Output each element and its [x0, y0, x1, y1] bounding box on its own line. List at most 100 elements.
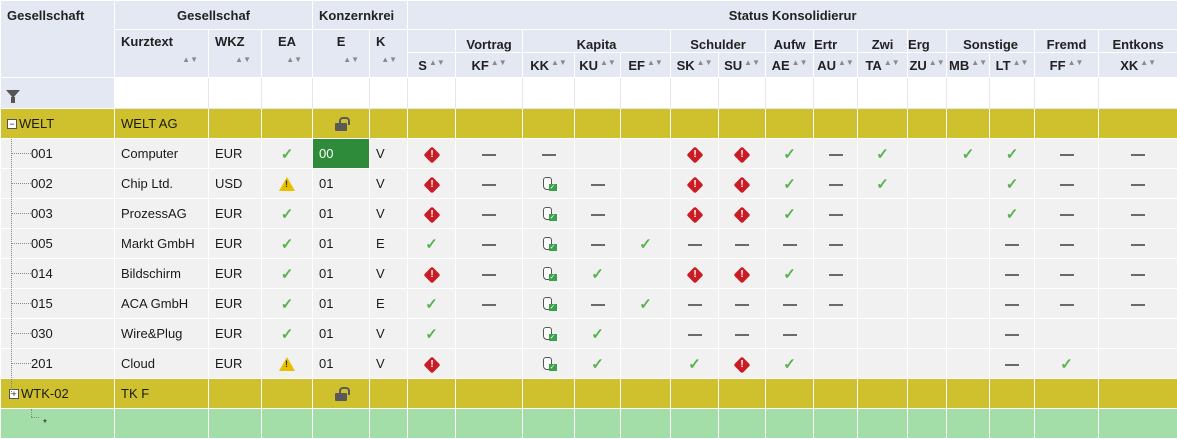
ea-cell[interactable]: [262, 169, 313, 199]
kurztext-cell[interactable]: Wire&Plug: [115, 319, 209, 349]
status-cell-kf[interactable]: [456, 139, 523, 169]
status-cell-ae[interactable]: ✓: [766, 199, 814, 229]
e-cell[interactable]: 00: [313, 139, 370, 169]
status-cell-ef[interactable]: [621, 349, 671, 379]
k-cell[interactable]: E: [370, 289, 408, 319]
lock-open-icon[interactable]: [334, 117, 348, 131]
status-cell-ef[interactable]: [621, 169, 671, 199]
status-cell-xk[interactable]: [1099, 229, 1177, 259]
status-cell-s[interactable]: [408, 169, 456, 199]
status-cell-ef[interactable]: [621, 199, 671, 229]
sort-icon[interactable]: ▲▼: [1140, 58, 1156, 67]
status-cell-ku[interactable]: [575, 199, 621, 229]
status-cell-ta[interactable]: [858, 319, 908, 349]
status-cell-ef[interactable]: ✓: [621, 289, 671, 319]
status-cell-ef[interactable]: [621, 259, 671, 289]
status-cell-kk[interactable]: ✓: [523, 349, 575, 379]
status-cell-kf[interactable]: [456, 259, 523, 289]
ea-cell[interactable]: ✓: [262, 259, 313, 289]
status-cell-ta[interactable]: ✓: [858, 139, 908, 169]
status-cell-au[interactable]: [814, 229, 858, 259]
status-cell-xk[interactable]: [1099, 169, 1177, 199]
filter-icon[interactable]: [6, 90, 20, 98]
k-cell[interactable]: V: [370, 199, 408, 229]
filter-input[interactable]: [575, 78, 621, 109]
e-cell[interactable]: 01: [313, 259, 370, 289]
sort-icon[interactable]: ▲▼: [381, 49, 397, 71]
company-id-cell[interactable]: 003: [1, 199, 115, 229]
company-id-cell[interactable]: 014: [1, 259, 115, 289]
sort-icon[interactable]: ▲▼: [744, 58, 760, 67]
status-cell-ff[interactable]: [1035, 229, 1099, 259]
status-cell-lt[interactable]: ✓: [990, 199, 1035, 229]
filter-input[interactable]: [908, 78, 947, 109]
filter-input[interactable]: [523, 78, 575, 109]
col-ef-header[interactable]: EF▲▼: [621, 53, 671, 78]
sort-icon[interactable]: ▲▼: [1068, 58, 1084, 67]
status-cell-sk[interactable]: [671, 289, 719, 319]
status-cell-s[interactable]: ✓: [408, 229, 456, 259]
company-id-cell[interactable]: 001: [1, 139, 115, 169]
status-cell-zu[interactable]: [908, 229, 947, 259]
filter-input[interactable]: [456, 78, 523, 109]
status-cell-ta[interactable]: [858, 289, 908, 319]
wkz-cell[interactable]: EUR: [209, 289, 262, 319]
col-ea-header[interactable]: EA ▲▼: [262, 30, 313, 78]
status-cell-ef[interactable]: [621, 319, 671, 349]
sort-icon[interactable]: ▲▼: [647, 58, 663, 67]
company-id-cell[interactable]: 015: [1, 289, 115, 319]
status-cell-sk[interactable]: ✓: [671, 349, 719, 379]
status-cell-lt[interactable]: [990, 229, 1035, 259]
status-cell-au[interactable]: [814, 319, 858, 349]
col-k-header[interactable]: K ▲▼: [370, 30, 408, 78]
status-cell-xk[interactable]: [1099, 139, 1177, 169]
kurztext-cell[interactable]: Markt GmbH: [115, 229, 209, 259]
ea-cell[interactable]: ✓: [262, 139, 313, 169]
status-cell-kf[interactable]: [456, 199, 523, 229]
status-cell-ff[interactable]: [1035, 199, 1099, 229]
filter-input[interactable]: [621, 78, 671, 109]
status-cell-au[interactable]: [814, 139, 858, 169]
sort-icon[interactable]: ▲▼: [792, 58, 808, 67]
status-cell-ef[interactable]: ✓: [621, 229, 671, 259]
status-cell-ae[interactable]: [766, 319, 814, 349]
lock-open-icon[interactable]: [334, 387, 348, 401]
status-cell-ae[interactable]: ✓: [766, 349, 814, 379]
status-cell-ku[interactable]: [575, 139, 621, 169]
e-cell[interactable]: 01: [313, 199, 370, 229]
lock-cell[interactable]: [313, 379, 370, 409]
kurztext-cell[interactable]: Chip Ltd.: [115, 169, 209, 199]
col-lt-header[interactable]: LT▲▼: [990, 53, 1035, 78]
status-cell-zu[interactable]: [908, 319, 947, 349]
col-xk-header[interactable]: XK▲▼: [1099, 53, 1177, 78]
status-cell-xk[interactable]: [1099, 349, 1177, 379]
sort-icon[interactable]: ▲▼: [429, 58, 445, 67]
ea-cell[interactable]: ✓: [262, 229, 313, 259]
col-ae-header[interactable]: AE▲▼: [766, 53, 814, 78]
status-cell-kk[interactable]: ✓: [523, 229, 575, 259]
filter-input[interactable]: [370, 78, 408, 109]
ea-cell[interactable]: [262, 349, 313, 379]
filter-input[interactable]: [814, 78, 858, 109]
filter-input[interactable]: [262, 78, 313, 109]
status-cell-su[interactable]: [719, 289, 766, 319]
e-cell[interactable]: 01: [313, 169, 370, 199]
status-cell-ta[interactable]: [858, 349, 908, 379]
status-cell-mb[interactable]: [947, 349, 990, 379]
kurztext-cell[interactable]: Computer: [115, 139, 209, 169]
sort-icon[interactable]: ▲▼: [884, 58, 900, 67]
col-sk-header[interactable]: SK▲▼: [671, 53, 719, 78]
kurztext-cell[interactable]: Cloud: [115, 349, 209, 379]
company-id-cell[interactable]: 030: [1, 319, 115, 349]
sort-icon[interactable]: ▲▼: [838, 58, 854, 67]
status-cell-kk[interactable]: ✓: [523, 319, 575, 349]
status-cell-ff[interactable]: [1035, 139, 1099, 169]
status-cell-au[interactable]: [814, 169, 858, 199]
status-cell-au[interactable]: [814, 259, 858, 289]
